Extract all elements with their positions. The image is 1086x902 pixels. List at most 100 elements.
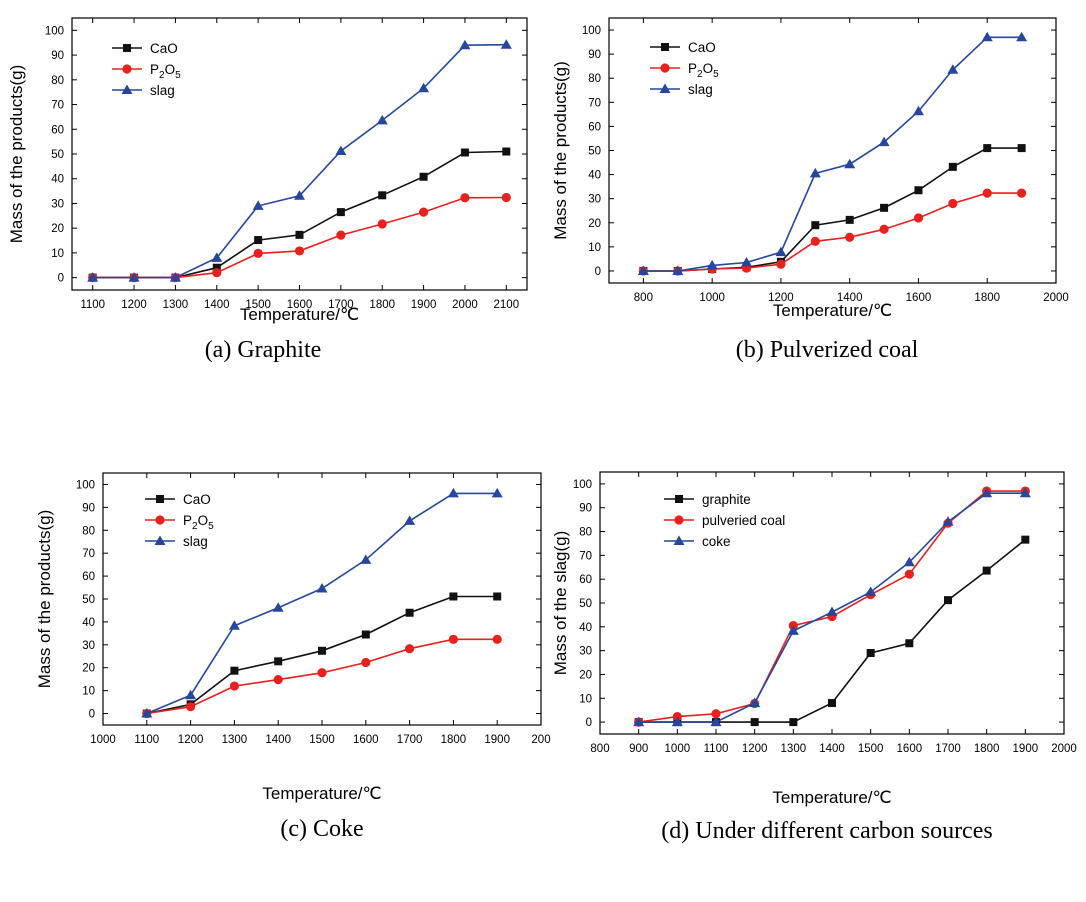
data-point <box>905 639 913 647</box>
legend-label: P2O5 <box>688 61 719 80</box>
y-tick-label: 80 <box>588 73 601 85</box>
y-tick-label: 20 <box>588 218 601 230</box>
data-point <box>404 515 415 525</box>
legend-marker <box>661 43 669 51</box>
data-point <box>789 718 797 726</box>
legend-label: graphite <box>702 492 751 507</box>
legend: CaOP2O5slag <box>145 492 214 549</box>
series-coke <box>633 488 1031 726</box>
y-tick-label: 20 <box>579 669 592 681</box>
y-tick-label: 30 <box>579 646 592 658</box>
legend-label: CaO <box>150 41 178 56</box>
x-tick-label: 900 <box>629 743 648 755</box>
series-line <box>93 45 507 278</box>
data-point <box>186 702 195 711</box>
data-point <box>828 699 836 707</box>
data-point <box>751 718 759 726</box>
data-point <box>811 237 820 246</box>
series-line <box>643 193 1021 271</box>
x-tick-label: 2100 <box>494 299 520 311</box>
y-tick-label: 50 <box>51 149 64 161</box>
y-tick-label: 60 <box>82 571 95 583</box>
x-tick-label: 2000 <box>452 299 478 311</box>
chart-panel-4: 800 900 1000 1100 1200 1300 1400 1500 1600 1700 18… <box>551 472 1077 844</box>
x-tick-label: 1100 <box>704 743 729 755</box>
data-point <box>230 667 238 675</box>
data-point <box>318 647 326 655</box>
x-tick-label: 1200 <box>742 743 768 755</box>
data-point <box>1018 144 1026 152</box>
x-tick-label: 1900 <box>411 299 437 311</box>
data-point <box>420 173 428 181</box>
x-tick-label: 800 <box>634 292 653 304</box>
data-point <box>905 570 914 579</box>
data-point <box>502 193 511 202</box>
x-tick-label: 1100 <box>80 299 105 311</box>
x-tick-label: 2000 <box>1051 743 1077 755</box>
data-point <box>405 644 414 653</box>
y-tick-label: 70 <box>579 550 592 562</box>
data-point <box>865 587 876 597</box>
x-tick-label: 1000 <box>90 734 116 746</box>
series-line <box>93 152 507 278</box>
data-point <box>944 596 952 604</box>
legend-label-subscript: 5 <box>208 521 214 532</box>
data-point <box>406 609 414 617</box>
y-tick-label: 10 <box>588 242 601 254</box>
data-point <box>317 583 328 593</box>
data-point <box>914 186 922 194</box>
x-tick-label: 1500 <box>858 743 884 755</box>
data-point <box>846 216 854 224</box>
chart-panel-2: 800 1000 1200 1400 1600 1800 2000 0 10 20 30 40 50 60… <box>551 18 1069 363</box>
y-tick-label: 40 <box>51 174 64 186</box>
legend-label: slag <box>183 534 208 549</box>
data-point <box>336 231 345 240</box>
data-point <box>983 189 992 198</box>
data-point <box>879 225 888 234</box>
data-point <box>948 199 957 208</box>
x-tick-label: 800 <box>590 743 609 755</box>
chart-caption: (b) Pulverized coal <box>736 337 919 363</box>
y-tick-label: 60 <box>588 121 601 133</box>
y-tick-label: 60 <box>51 124 64 136</box>
legend-label: pulveried coal <box>702 513 785 528</box>
y-axis-label: Mass of the products(g) <box>7 65 26 244</box>
x-tick-label: 1300 <box>163 299 189 311</box>
y-tick-label: 30 <box>51 198 64 210</box>
data-point <box>776 260 785 269</box>
y-tick-label: 80 <box>579 527 592 539</box>
data-point <box>449 592 457 600</box>
data-point <box>337 208 345 216</box>
y-tick-label: 100 <box>45 25 64 37</box>
legend-label-part: O <box>198 513 209 528</box>
chart-panel-3: 1000 1100 1200 1300 1400 1500 1600 1700 1800 1900… <box>35 473 551 842</box>
data-point <box>827 607 838 617</box>
data-point <box>335 146 346 156</box>
x-axis-label: Temperature/℃ <box>773 301 892 320</box>
plot-frame <box>600 472 1064 734</box>
data-point <box>844 159 855 169</box>
legend-label-part: P <box>688 61 697 76</box>
data-point <box>1021 536 1029 544</box>
legend: CaOP2O5slag <box>650 40 719 97</box>
y-axis-label: Mass of the slag(g) <box>551 531 570 676</box>
legend-label: coke <box>702 534 731 549</box>
series-cao <box>143 592 501 717</box>
data-point <box>254 236 262 244</box>
legend: graphite pulveried coal coke <box>664 492 785 549</box>
data-point <box>983 144 991 152</box>
data-point <box>254 249 263 258</box>
y-tick-label: 30 <box>82 640 95 652</box>
data-point <box>296 231 304 239</box>
series-line <box>639 540 1026 723</box>
y-tick-label: 70 <box>82 548 95 560</box>
data-point <box>361 658 370 667</box>
x-tick-label: 1600 <box>897 743 923 755</box>
y-tick-label: 20 <box>51 223 64 235</box>
y-tick-label: 100 <box>573 479 592 491</box>
y-tick-label: 90 <box>51 50 64 62</box>
data-point <box>880 204 888 212</box>
data-point <box>502 148 510 156</box>
x-tick-label: 1600 <box>353 734 379 746</box>
